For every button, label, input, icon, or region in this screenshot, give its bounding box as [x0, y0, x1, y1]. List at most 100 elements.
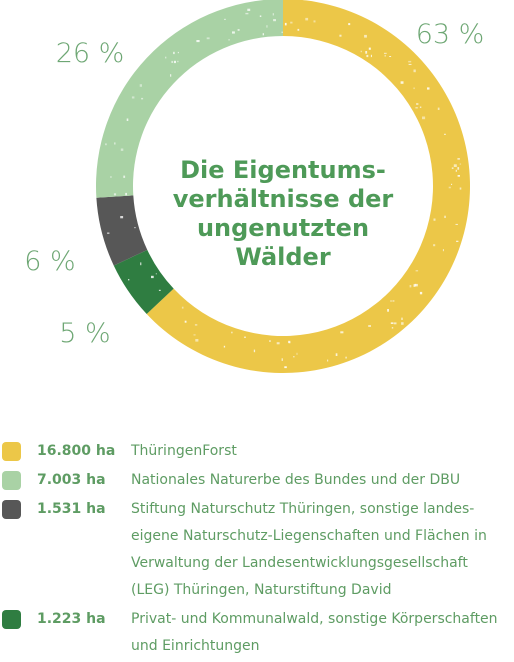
- speckle: [408, 60, 412, 63]
- speckle: [459, 163, 462, 165]
- speckle: [401, 317, 403, 320]
- legend-description-line: Nationales Naturerbe des Bundes und der …: [131, 472, 461, 488]
- speckle: [413, 87, 415, 90]
- speckle: [290, 21, 293, 24]
- legend-description: Nationales Naturerbe des Bundes und der …: [131, 467, 514, 494]
- speckle: [297, 28, 300, 31]
- speckle: [384, 52, 387, 54]
- speckle: [231, 331, 233, 334]
- legend-swatch: [2, 442, 21, 461]
- speckle: [390, 300, 393, 302]
- speckle: [313, 20, 316, 23]
- speckle: [339, 34, 342, 37]
- speckle: [444, 215, 446, 218]
- speckle: [409, 285, 412, 288]
- speckle: [389, 56, 392, 57]
- legend-swatch: [2, 500, 21, 519]
- speckle: [273, 19, 276, 22]
- legend-row-nationales-naturerbe: 7.003 ha Nationales Naturerbe des Bundes…: [0, 467, 514, 494]
- speckle: [419, 291, 423, 295]
- speckle: [457, 158, 460, 160]
- speckle: [457, 175, 460, 177]
- speckle: [408, 63, 412, 65]
- speckle: [181, 306, 184, 309]
- slice-label-5: 5 %: [59, 318, 110, 349]
- speckle: [170, 74, 172, 77]
- slice-label-6: 6 %: [24, 246, 75, 277]
- speckle: [413, 284, 415, 287]
- speckle: [392, 300, 395, 302]
- chart-title: Die Eigentums- verhältnisse der ungenutz…: [173, 156, 394, 271]
- speckle: [196, 40, 200, 43]
- speckle: [393, 322, 397, 325]
- speckle: [288, 340, 291, 344]
- speckle: [444, 133, 446, 135]
- speckle: [105, 143, 107, 146]
- speckle: [368, 325, 371, 327]
- speckle: [155, 273, 157, 275]
- legend-description: Privat- und Kommunalwald, sonstige Körpe…: [131, 606, 514, 660]
- speckle: [224, 18, 226, 20]
- speckle: [223, 345, 226, 348]
- legend-amount: 1.223 ha: [37, 611, 106, 627]
- speckle: [128, 279, 130, 281]
- texture-speckles: [105, 8, 462, 369]
- legend-description-line: eigene Naturschutz-Liegenschaften und Fl…: [131, 528, 487, 544]
- speckle: [269, 340, 271, 342]
- speckle: [276, 342, 280, 345]
- speckle: [456, 240, 459, 242]
- speckle: [365, 51, 368, 54]
- speckle: [364, 34, 367, 38]
- donut-slice-63: [146, 0, 470, 373]
- speckle: [266, 25, 268, 28]
- speckle: [335, 353, 338, 356]
- speckle: [232, 31, 235, 34]
- speckle: [126, 118, 129, 121]
- speckle: [414, 283, 418, 287]
- speckle: [455, 223, 458, 225]
- speckle: [391, 327, 394, 329]
- speckle: [165, 56, 167, 59]
- speckle: [206, 37, 210, 40]
- speckle: [437, 107, 440, 110]
- legend-amount: 7.003 ha: [37, 472, 106, 488]
- chart-title-line-1: Die Eigentums-: [180, 156, 386, 184]
- speckle: [370, 54, 372, 58]
- speckle: [368, 47, 371, 50]
- speckle: [120, 148, 124, 151]
- legend-description-line: und Einrichtungen: [131, 638, 260, 654]
- legend-row-privat-kommunalwald: 1.223 ha Privat- und Kommunalwald, sonst…: [0, 606, 514, 660]
- speckle: [415, 270, 419, 272]
- legend-amount: 16.800 ha: [37, 443, 116, 459]
- speckle: [284, 366, 287, 369]
- legend-description-line: ThüringenForst: [131, 443, 237, 459]
- speckle: [195, 339, 199, 342]
- speckle: [281, 31, 283, 33]
- speckle: [245, 12, 249, 15]
- legend-swatch: [2, 471, 21, 490]
- legend-description-line: Privat- und Kommunalwald, sonstige Körpe…: [131, 611, 498, 627]
- chart-title-line-2: verhältnisse der: [173, 185, 394, 213]
- speckle: [244, 336, 246, 338]
- speckle: [139, 84, 142, 87]
- speckle: [453, 164, 457, 167]
- speckle: [293, 356, 295, 358]
- speckle: [345, 356, 347, 359]
- speckle: [348, 23, 351, 26]
- legend-description: Stiftung Naturschutz Thüringen, sonstige…: [131, 496, 514, 604]
- speckle: [305, 17, 309, 21]
- speckle: [415, 107, 418, 109]
- speckle: [262, 33, 264, 36]
- speckle: [401, 322, 404, 325]
- speckle: [114, 142, 116, 145]
- speckle: [140, 262, 142, 266]
- donut-slices: [96, 0, 470, 373]
- chart-title-line-3: ungenutzten: [197, 214, 369, 242]
- speckle: [173, 60, 176, 64]
- speckle: [327, 359, 329, 362]
- speckle: [340, 331, 344, 334]
- donut-slice-26: [96, 0, 283, 198]
- speckle: [296, 352, 298, 355]
- speckle: [194, 324, 198, 326]
- speckle: [457, 167, 460, 170]
